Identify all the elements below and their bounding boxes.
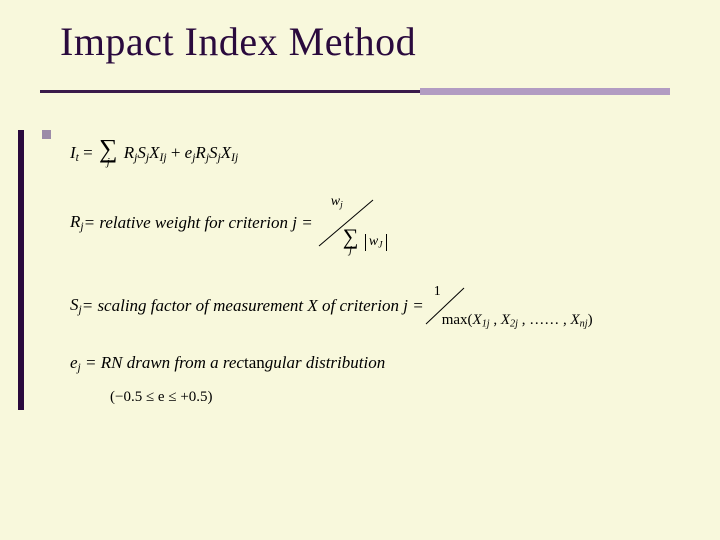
ej-desc-c: gular distribution <box>265 353 385 372</box>
equals-sign: = <box>83 143 97 162</box>
title-underline-dark <box>40 90 420 93</box>
lhs-symbol: It <box>70 143 79 162</box>
side-accent-bar <box>18 130 24 410</box>
term-2: ejRjSjXIj <box>185 143 239 162</box>
formula-row-5: (−0.5 ≤ e ≤ +0.5) <box>110 389 720 406</box>
rj-desc: = relative weight for criterion j = <box>84 214 313 233</box>
slide-title: Impact Index Method <box>60 18 416 65</box>
sj-symbol: Sj <box>70 296 82 317</box>
term-1: RjSjXIj <box>124 143 167 162</box>
ej-desc-b: tan <box>244 353 265 372</box>
rj-fraction: wj ∑j wJ <box>313 196 403 250</box>
side-bullet <box>42 130 51 139</box>
formula-row-2: Rj = relative weight for criterion j = w… <box>70 196 403 250</box>
rj-symbol: Rj <box>70 213 84 234</box>
ej-desc-a: = RN drawn from a rec <box>85 353 244 372</box>
title-underline-light <box>420 88 670 95</box>
formula-row-1: It = ∑j RjSjXIj + ejRjSjXIj <box>70 140 720 168</box>
formula-row-4: ej = RN drawn from a rectangular distrib… <box>70 354 720 375</box>
sj-fraction: 1 max(X1j , X2j , …… , Xnj) <box>424 284 634 328</box>
slide: Impact Index Method It = ∑j RjSjXIj + ej… <box>0 0 720 540</box>
plus-sign: + <box>171 143 185 162</box>
formula-block: It = ∑j RjSjXIj + ejRjSjXIj Rj = relativ… <box>70 140 720 433</box>
sj-desc: = scaling factor of measurement X of cri… <box>82 297 424 316</box>
formula-row-3: Sj = scaling factor of measurement X of … <box>70 284 634 328</box>
sigma-1: ∑j <box>99 140 118 168</box>
ej-symbol: ej <box>70 353 81 372</box>
